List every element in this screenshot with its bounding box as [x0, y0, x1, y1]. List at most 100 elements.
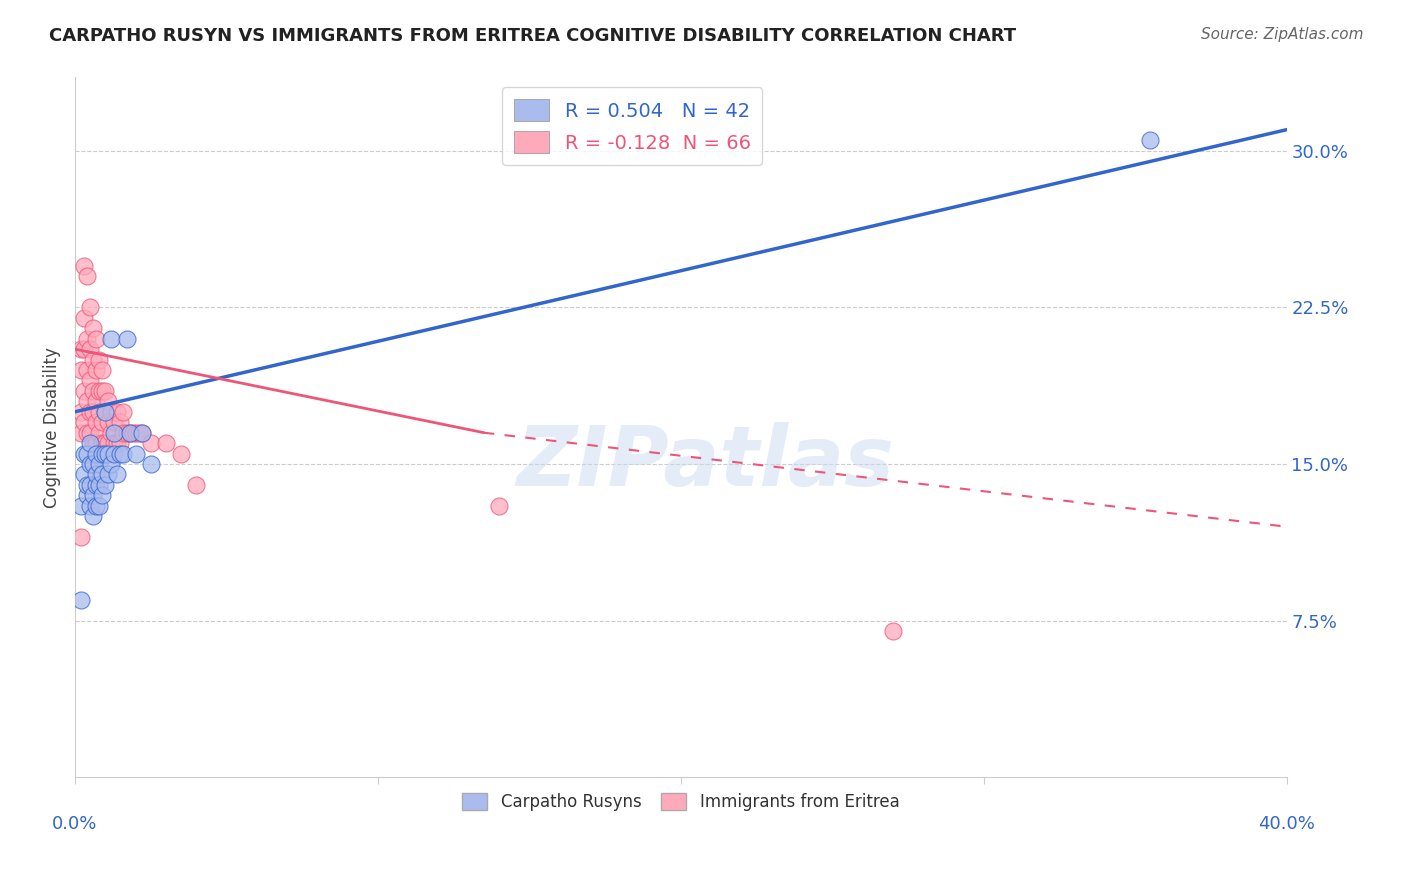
Point: [79, 374, 101, 388]
Point: [100, 405, 122, 419]
Point: [76, 425, 98, 440]
Point: [94, 447, 117, 461]
Point: [76, 447, 98, 461]
Point: [76, 332, 98, 346]
Point: [89, 405, 111, 419]
Point: [139, 457, 162, 471]
Point: [79, 457, 101, 471]
Point: [73, 447, 96, 461]
Point: [107, 467, 129, 482]
Point: [73, 259, 96, 273]
Point: [73, 342, 96, 356]
Point: [97, 415, 120, 429]
Point: [73, 467, 96, 482]
Point: [110, 436, 132, 450]
Point: [91, 467, 114, 482]
Point: [84, 478, 107, 492]
Point: [82, 509, 104, 524]
Point: [82, 488, 104, 502]
Point: [79, 425, 101, 440]
Point: [70, 592, 93, 607]
Point: [70, 405, 93, 419]
Point: [91, 363, 114, 377]
Point: [84, 332, 107, 346]
Point: [79, 342, 101, 356]
Point: [112, 447, 135, 461]
Point: [89, 499, 111, 513]
Point: [84, 447, 107, 461]
Text: Source: ZipAtlas.com: Source: ZipAtlas.com: [1201, 27, 1364, 42]
Y-axis label: Cognitive Disability: Cognitive Disability: [44, 347, 60, 508]
Point: [91, 447, 114, 461]
Point: [107, 436, 129, 450]
Point: [89, 352, 111, 367]
Point: [124, 447, 146, 461]
Point: [94, 478, 117, 492]
Point: [84, 415, 107, 429]
Point: [84, 499, 107, 513]
Point: [91, 436, 114, 450]
Point: [76, 394, 98, 409]
Point: [94, 405, 117, 419]
Point: [103, 425, 125, 440]
Point: [131, 425, 153, 440]
Point: [170, 447, 193, 461]
Text: 40.0%: 40.0%: [1258, 815, 1315, 833]
Point: [121, 425, 143, 440]
Point: [73, 310, 96, 325]
Point: [79, 301, 101, 315]
Point: [84, 467, 107, 482]
Legend: Carpatho Rusyns, Immigrants from Eritrea: Carpatho Rusyns, Immigrants from Eritrea: [456, 787, 905, 818]
Point: [103, 436, 125, 450]
Point: [94, 405, 117, 419]
Point: [131, 425, 153, 440]
Point: [110, 415, 132, 429]
Point: [97, 447, 120, 461]
Point: [73, 415, 96, 429]
Point: [89, 384, 111, 398]
Point: [82, 405, 104, 419]
Point: [97, 436, 120, 450]
Point: [70, 342, 93, 356]
Point: [118, 425, 141, 440]
Point: [107, 405, 129, 419]
Point: [79, 478, 101, 492]
Text: ZIPatlas: ZIPatlas: [516, 422, 894, 503]
Point: [73, 384, 96, 398]
Point: [89, 425, 111, 440]
Point: [94, 384, 117, 398]
Point: [110, 447, 132, 461]
Point: [100, 457, 122, 471]
Point: [82, 352, 104, 367]
Point: [118, 425, 141, 440]
Point: [97, 467, 120, 482]
Point: [155, 436, 177, 450]
Point: [97, 394, 120, 409]
Point: [79, 499, 101, 513]
Point: [82, 321, 104, 335]
Point: [89, 457, 111, 471]
Point: [94, 436, 117, 450]
Point: [82, 384, 104, 398]
Point: [79, 405, 101, 419]
Point: [82, 457, 104, 471]
Point: [186, 478, 208, 492]
Point: [76, 478, 98, 492]
Point: [100, 425, 122, 440]
Point: [100, 332, 122, 346]
Point: [76, 488, 98, 502]
Point: [103, 447, 125, 461]
Point: [139, 436, 162, 450]
Point: [115, 332, 138, 346]
Point: [84, 363, 107, 377]
Point: [70, 530, 93, 544]
Point: [91, 488, 114, 502]
Point: [76, 268, 98, 283]
Point: [84, 394, 107, 409]
Point: [103, 415, 125, 429]
Point: [115, 425, 138, 440]
Point: [84, 436, 107, 450]
Point: [70, 425, 93, 440]
Point: [76, 363, 98, 377]
Point: [882, 624, 904, 639]
